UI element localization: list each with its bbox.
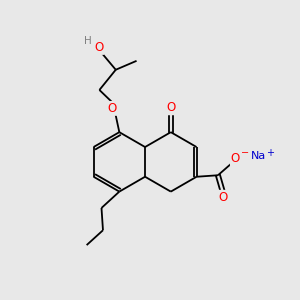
Text: −: − — [241, 148, 249, 158]
Text: O: O — [231, 152, 240, 165]
Text: +: + — [266, 148, 274, 158]
Text: O: O — [219, 191, 228, 204]
Text: O: O — [107, 102, 116, 115]
Text: O: O — [166, 101, 176, 114]
Text: O: O — [94, 41, 104, 54]
Text: Na: Na — [250, 151, 266, 161]
Text: H: H — [84, 36, 92, 46]
